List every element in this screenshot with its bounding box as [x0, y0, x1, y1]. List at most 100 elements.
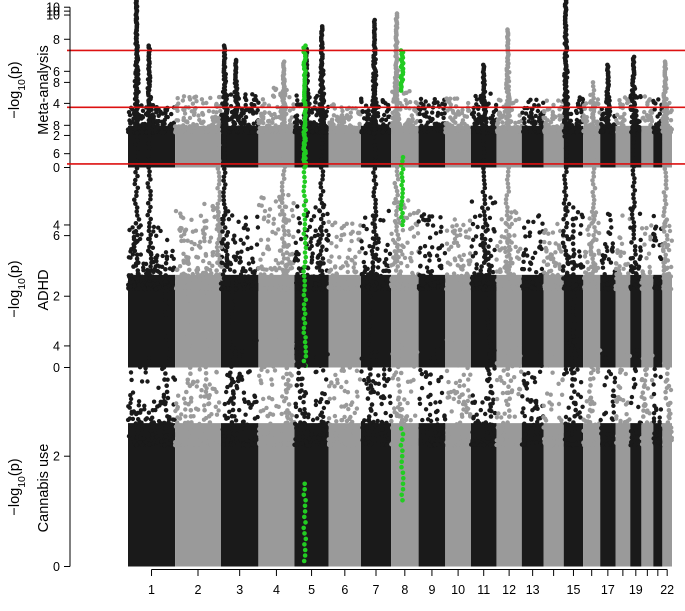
snp-point — [250, 256, 255, 261]
snp-point — [452, 236, 458, 242]
snp-point — [210, 253, 215, 258]
snp-point — [318, 248, 324, 253]
adhd-chr-21-band — [653, 274, 663, 368]
snp-point — [224, 256, 230, 262]
snp-point — [281, 176, 287, 182]
snp-point — [481, 170, 487, 175]
snp-point — [147, 113, 152, 119]
snp-point — [318, 181, 323, 186]
snp-point — [506, 118, 511, 123]
snp-point — [372, 229, 377, 234]
snp-point — [560, 268, 566, 273]
snp-point — [181, 238, 187, 243]
snp-point — [282, 216, 287, 221]
snp-point — [340, 113, 345, 118]
snp-point — [217, 197, 222, 203]
snp-point — [513, 286, 518, 291]
snp-point — [556, 98, 561, 103]
snp-point — [175, 118, 181, 123]
snp-point — [596, 220, 601, 226]
meta-peak-chr-22 — [659, 59, 671, 130]
snp-point — [471, 237, 476, 242]
snp-point — [505, 137, 511, 143]
snp-point — [277, 204, 282, 209]
snp-point — [372, 236, 378, 242]
snp-point — [562, 173, 567, 179]
snp-point — [415, 231, 421, 236]
snp-point — [471, 286, 476, 292]
snp-point — [281, 168, 287, 174]
snp-point — [208, 235, 214, 240]
snp-point — [583, 121, 588, 126]
snp-point — [280, 144, 286, 150]
snp-point — [642, 109, 647, 115]
snp-point — [218, 244, 224, 250]
snp-point — [220, 240, 225, 246]
snp-point — [394, 157, 400, 162]
snp-point — [222, 166, 227, 172]
snp-point — [564, 220, 570, 226]
snp-point — [361, 223, 366, 229]
snp-point — [653, 224, 659, 229]
snp-point — [481, 142, 487, 148]
snp-point — [542, 109, 547, 115]
snp-point — [418, 245, 423, 251]
snp-point — [246, 261, 252, 266]
snp-point — [498, 239, 503, 245]
snp-point — [222, 170, 228, 176]
snp-point — [426, 269, 431, 274]
snp-point — [587, 216, 592, 221]
adhd-chr-22-band — [662, 274, 672, 368]
snp-point — [154, 110, 159, 115]
snp-point — [450, 229, 456, 234]
snp-point — [228, 92, 234, 97]
snp-point — [564, 224, 569, 230]
snp-point — [398, 261, 404, 266]
snp-point — [217, 233, 223, 238]
snp-point — [497, 112, 502, 118]
snp-point — [227, 274, 232, 280]
snp-point — [319, 74, 324, 79]
snp-point — [271, 221, 276, 226]
snp-point — [359, 99, 364, 105]
snp-point — [280, 192, 286, 198]
snp-point — [541, 259, 547, 264]
snp-point — [134, 158, 139, 163]
snp-point — [505, 133, 511, 139]
snp-point — [287, 95, 292, 100]
snp-point — [373, 252, 379, 258]
adhd-ylabel-stat: −log10(p) — [7, 260, 28, 317]
snp-point — [262, 208, 268, 214]
snp-point — [395, 176, 401, 182]
snp-point — [389, 231, 394, 236]
snp-point — [413, 286, 418, 291]
snp-point — [220, 272, 226, 277]
snp-point — [164, 256, 170, 262]
snp-point — [231, 119, 236, 125]
snp-point — [518, 246, 523, 251]
snp-point — [453, 285, 459, 291]
snp-point — [490, 124, 495, 129]
meta-y-tick-label: 6 — [53, 65, 60, 79]
snp-point — [655, 114, 660, 119]
snp-point — [647, 113, 652, 119]
snp-point — [480, 189, 486, 195]
snp-point — [435, 280, 440, 285]
snp-point — [376, 285, 381, 290]
snp-point — [467, 262, 472, 267]
snp-point — [526, 119, 531, 124]
snp-point — [148, 276, 153, 281]
snp-point — [373, 154, 378, 160]
snp-point — [145, 212, 150, 218]
snp-point — [417, 111, 422, 117]
snp-point — [280, 92, 286, 98]
snp-point — [669, 127, 674, 132]
snp-point — [337, 129, 342, 135]
snp-point — [492, 200, 498, 205]
snp-point — [503, 201, 509, 206]
snp-point — [525, 253, 530, 258]
snp-point — [354, 129, 359, 134]
snp-point — [578, 231, 583, 236]
snp-point — [527, 233, 532, 239]
snp-point — [372, 95, 378, 101]
